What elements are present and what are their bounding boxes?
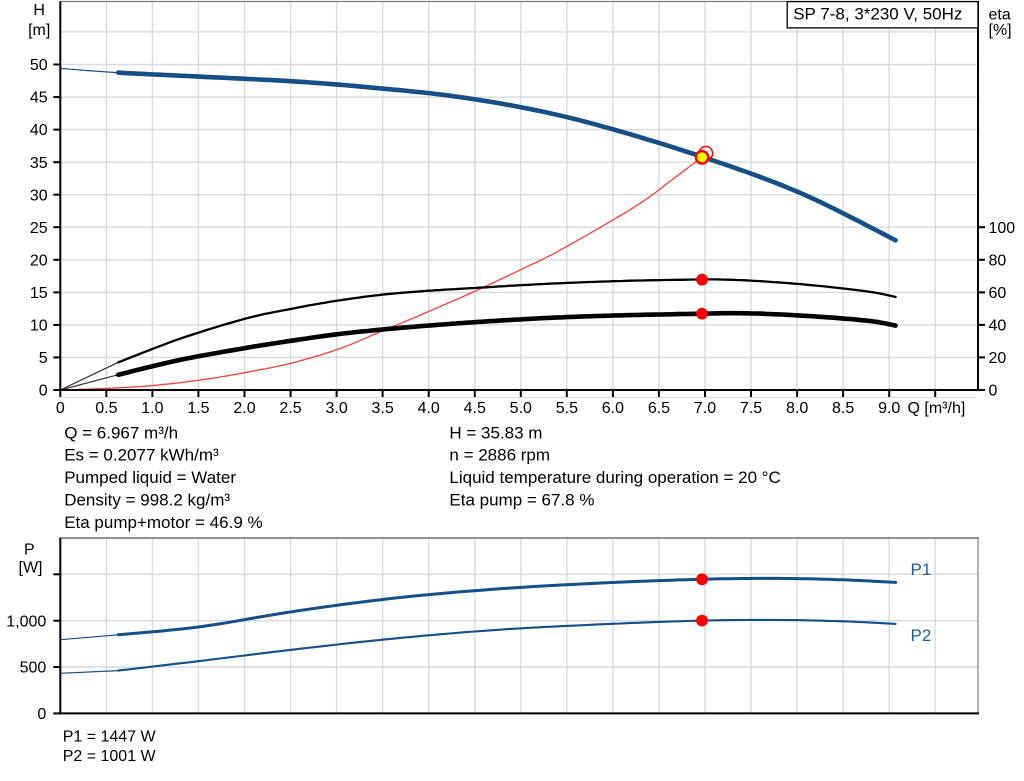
svg-text:0: 0 — [56, 400, 65, 417]
svg-text:P: P — [24, 542, 35, 559]
svg-text:50: 50 — [30, 57, 48, 74]
svg-text:Density = 998.2 kg/m³: Density = 998.2 kg/m³ — [64, 491, 230, 510]
svg-text:Q = 6.967 m³/h: Q = 6.967 m³/h — [64, 423, 178, 442]
svg-text:80: 80 — [989, 252, 1007, 269]
svg-text:Liquid temperature during oper: Liquid temperature during operation = 20… — [449, 468, 780, 487]
svg-text:n = 2886 rpm: n = 2886 rpm — [449, 446, 550, 465]
svg-text:Es = 0.2077 kWh/m³: Es = 0.2077 kWh/m³ — [64, 446, 219, 465]
svg-text:4.5: 4.5 — [464, 400, 486, 417]
svg-text:H = 35.83 m: H = 35.83 m — [449, 423, 542, 442]
svg-text:1.5: 1.5 — [187, 400, 209, 417]
svg-text:4.0: 4.0 — [418, 400, 440, 417]
svg-text:P2 = 1001 W: P2 = 1001 W — [63, 748, 157, 765]
svg-text:Eta pump = 67.8 %: Eta pump = 67.8 % — [449, 491, 594, 510]
svg-text:30: 30 — [30, 187, 48, 204]
svg-text:35: 35 — [30, 155, 48, 172]
svg-text:1.0: 1.0 — [141, 400, 163, 417]
svg-text:H: H — [33, 2, 45, 19]
svg-text:10: 10 — [30, 318, 48, 335]
svg-text:0.5: 0.5 — [95, 400, 117, 417]
svg-text:500: 500 — [20, 660, 47, 677]
svg-text:2.0: 2.0 — [233, 400, 255, 417]
svg-text:3.0: 3.0 — [325, 400, 347, 417]
svg-text:40: 40 — [30, 122, 48, 139]
svg-text:5: 5 — [39, 350, 48, 367]
svg-text:5.5: 5.5 — [556, 400, 578, 417]
svg-text:[W]: [W] — [19, 560, 43, 577]
svg-text:45: 45 — [30, 90, 48, 107]
svg-text:25: 25 — [30, 220, 48, 237]
svg-text:7.5: 7.5 — [740, 400, 762, 417]
svg-text:Eta pump+motor = 46.9 %: Eta pump+motor = 46.9 % — [64, 513, 262, 532]
svg-text:Pumped liquid = Water: Pumped liquid = Water — [64, 468, 236, 487]
svg-text:6.0: 6.0 — [602, 400, 624, 417]
svg-text:60: 60 — [989, 285, 1007, 302]
svg-text:7.0: 7.0 — [694, 400, 716, 417]
svg-text:1,000: 1,000 — [6, 613, 46, 630]
svg-text:6.5: 6.5 — [648, 400, 670, 417]
svg-text:40: 40 — [989, 318, 1007, 335]
svg-text:2.5: 2.5 — [279, 400, 301, 417]
svg-text:P2: P2 — [911, 626, 932, 645]
svg-text:5.0: 5.0 — [510, 400, 532, 417]
svg-text:20: 20 — [989, 350, 1007, 367]
svg-text:eta: eta — [989, 6, 1011, 23]
svg-text:0: 0 — [989, 383, 998, 400]
svg-text:20: 20 — [30, 252, 48, 269]
svg-text:P1 = 1447 W: P1 = 1447 W — [63, 729, 157, 746]
svg-text:15: 15 — [30, 285, 48, 302]
svg-text:8.0: 8.0 — [786, 400, 808, 417]
svg-text:SP 7-8, 3*230 V, 50Hz: SP 7-8, 3*230 V, 50Hz — [793, 5, 962, 24]
svg-text:P1: P1 — [911, 560, 932, 579]
svg-text:3.5: 3.5 — [372, 400, 394, 417]
svg-text:8.5: 8.5 — [832, 400, 854, 417]
svg-text:100: 100 — [989, 220, 1016, 237]
svg-text:0: 0 — [37, 706, 46, 723]
svg-text:9.0: 9.0 — [878, 400, 900, 417]
svg-text:Q [m³/h]: Q [m³/h] — [908, 400, 966, 417]
svg-text:[m]: [m] — [28, 22, 50, 39]
svg-text:[%]: [%] — [989, 22, 1012, 39]
svg-text:0: 0 — [39, 383, 48, 400]
